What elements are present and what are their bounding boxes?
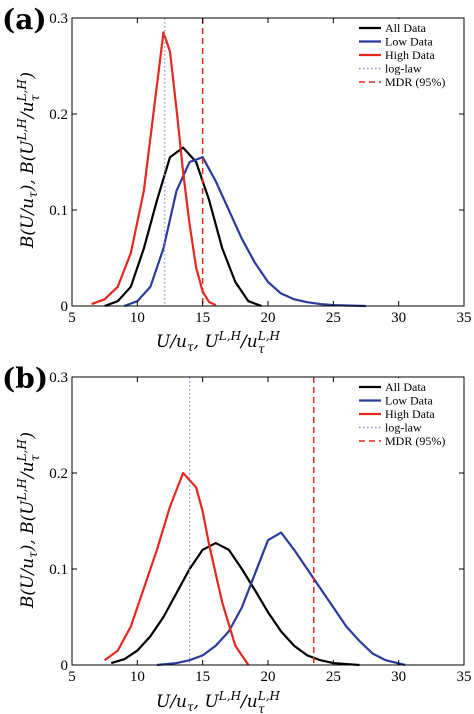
panel-b-label: (b) <box>2 362 48 395</box>
panel-b-legend-label: Low Data <box>385 394 433 408</box>
panel-a-series-high-data-line <box>91 31 217 307</box>
panel-b-ytick-label: 0.1 <box>49 562 68 578</box>
panel-b-ylabel: B(U/uτ), B(UL,H/uL,Hτ) <box>15 432 42 609</box>
panel-b-legend-label: All Data <box>385 380 427 394</box>
panel-a-legend-label: High Data <box>385 48 435 62</box>
panel-b-ytick-label: 0 <box>61 658 69 674</box>
panel-a-xtick-label: 30 <box>391 310 406 326</box>
panel-a-label: (a) <box>2 3 47 36</box>
panel-a-ylabel: B(U/uτ), B(UL,H/uL,Hτ) <box>15 72 42 249</box>
panel-b-xtick-label: 15 <box>195 669 210 685</box>
panel-a-ytick-label: 0.3 <box>49 11 68 27</box>
panel-b-ytick-label: 0.3 <box>49 370 68 386</box>
panel-a-series-low-data-line <box>123 156 367 308</box>
panel-a-xtick-label: 20 <box>261 310 276 326</box>
panel-a-legend-label: log-law <box>385 62 422 76</box>
panel-b-xtick-label: 35 <box>457 669 472 685</box>
panel-b-xtick-label: 30 <box>391 669 406 685</box>
panel-a-xtick-label: 10 <box>130 310 145 326</box>
panel-a-xtick-label: 5 <box>68 310 76 326</box>
panel-a-xtick-label: 15 <box>195 310 210 326</box>
panel-b-xtick-label: 5 <box>68 669 76 685</box>
panel-a-series-all-data-line <box>104 146 262 308</box>
panel-a-legend-label: MDR (95%) <box>385 75 445 89</box>
panel-a: (a) U/uτ, UL,H/uL,H τ B(U/uτ), B(UL,H/uL,… <box>2 3 472 356</box>
panel-b-xtick-label: 25 <box>326 669 341 685</box>
panel-b-series-low-data-line <box>156 531 406 667</box>
panel-b-xtick-label: 20 <box>261 669 276 685</box>
panel-b-legend-label: High Data <box>385 407 435 421</box>
panel-b-legend-label: log-law <box>385 421 422 435</box>
panel-b-xlabel: U/uτ, UL,H/uL,H τ <box>156 689 281 714</box>
panel-b: (b) U/uτ, UL,H/uL,H τ B(U/uτ), B(UL,H/uL,… <box>2 362 472 714</box>
panel-a-ytick-label: 0 <box>61 299 69 315</box>
panel-b-ytick-label: 0.2 <box>49 466 68 482</box>
panel-b-axis-labels: U/uτ, UL,H/uL,H τ B(U/uτ), B(UL,H/uL,Hτ) <box>15 432 281 714</box>
panel-b-series-high-data-line <box>104 471 250 666</box>
panel-a-ytick-label: 0.1 <box>49 203 68 219</box>
panel-a-axis-labels: U/uτ, UL,H/uL,H τ B(U/uτ), B(UL,H/uL,Hτ) <box>15 72 281 356</box>
panel-a-xtick-label: 35 <box>457 310 472 326</box>
panel-a-xtick-label: 25 <box>326 310 341 326</box>
panel-a-legend-label: All Data <box>385 21 427 35</box>
panel-b-legend-label: MDR (95%) <box>385 434 445 448</box>
panel-b-xtick-label: 10 <box>130 669 145 685</box>
panel-a-ytick-label: 0.2 <box>49 107 68 123</box>
panel-b-series-all-data-line <box>110 541 360 667</box>
panel-a-xlabel: U/uτ, UL,H/uL,H τ <box>156 329 281 356</box>
panel-a-legend-label: Low Data <box>385 35 433 49</box>
